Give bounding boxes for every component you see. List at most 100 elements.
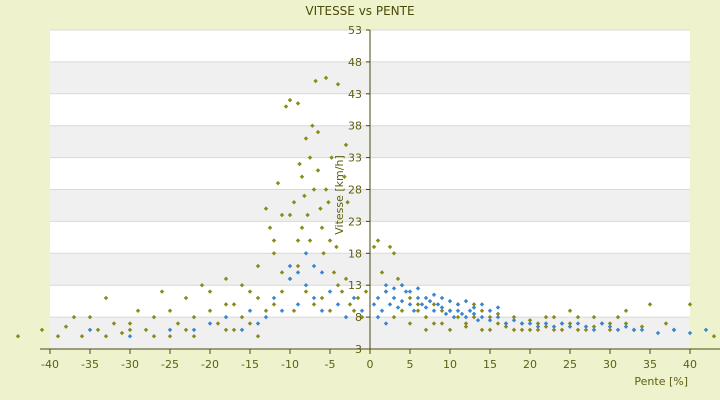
data-point-blue <box>387 302 393 307</box>
y-tick-label: 33 <box>348 152 362 165</box>
x-tick-label: 40 <box>683 358 697 371</box>
data-point-olive <box>15 334 21 339</box>
data-point-olive <box>103 295 109 301</box>
data-point-olive <box>503 324 509 329</box>
data-point-olive <box>295 101 301 106</box>
data-point-blue <box>475 318 481 323</box>
data-point-blue <box>623 324 629 329</box>
data-point-olive <box>339 289 345 294</box>
data-point-olive <box>607 327 613 333</box>
data-point-olive <box>663 321 669 326</box>
data-point-olive <box>199 282 205 288</box>
data-point-olive <box>455 314 461 320</box>
data-point-blue <box>371 302 377 307</box>
data-point-olive <box>321 251 326 256</box>
x-tick-label: -15 <box>241 358 259 371</box>
data-point-olive <box>231 327 237 333</box>
data-point-blue <box>479 302 485 307</box>
data-point-olive <box>167 308 173 313</box>
x-axis-title: Pente [%] <box>634 375 688 388</box>
x-tick-label: -5 <box>325 358 336 371</box>
data-point-olive <box>103 334 109 339</box>
data-point-blue <box>399 282 405 288</box>
data-point-blue <box>431 292 437 297</box>
data-point-blue <box>471 305 477 310</box>
data-point-olive <box>283 104 289 109</box>
data-point-olive <box>151 314 157 320</box>
data-point-olive <box>527 327 533 333</box>
data-point-blue <box>435 302 441 307</box>
data-point-olive <box>311 187 317 192</box>
data-point-olive <box>275 180 281 186</box>
data-point-olive <box>279 212 285 218</box>
y-tick-label: 23 <box>348 215 362 228</box>
data-point-olive <box>39 327 45 333</box>
data-point-blue <box>391 286 397 291</box>
data-point-olive <box>431 321 437 326</box>
y-tick-label: 43 <box>348 88 362 101</box>
data-point-olive <box>207 308 213 313</box>
data-point-blue <box>459 311 465 317</box>
data-point-olive <box>87 314 93 320</box>
data-point-blue <box>383 321 389 326</box>
data-point-blue <box>455 308 461 313</box>
data-point-olive <box>239 282 245 288</box>
data-point-olive <box>191 334 197 339</box>
tick-labels: -40 -35 -30 -25 -20 -15 -10 -5 0 5 10 15 20 25 30 35 40 3… <box>41 24 697 371</box>
data-point-olive <box>279 270 285 275</box>
data-point-blue <box>655 330 661 336</box>
data-point-olive <box>263 308 269 313</box>
data-point-olive <box>295 238 301 243</box>
data-point-olive <box>334 244 339 250</box>
data-point-olive <box>615 314 621 320</box>
data-point-olive <box>519 327 525 333</box>
data-point-blue <box>407 289 413 294</box>
data-point-olive <box>327 238 333 243</box>
data-point-olive <box>215 321 221 326</box>
x-tick-label: 0 <box>367 358 374 371</box>
data-point-olive <box>223 276 229 282</box>
data-point-olive <box>271 302 277 307</box>
data-point-olive <box>511 327 517 333</box>
data-point-blue <box>419 302 425 307</box>
x-tick-label: -35 <box>81 358 99 371</box>
data-point-blue <box>703 327 709 333</box>
data-point-olive <box>191 314 197 320</box>
data-point-blue <box>279 308 285 313</box>
y-tick-label: 3 <box>355 343 362 356</box>
x-tick-label: -40 <box>41 358 59 371</box>
data-point-olive <box>711 334 717 339</box>
x-tick-label: 25 <box>563 358 577 371</box>
data-point-blue <box>467 308 473 313</box>
data-point-blue <box>311 263 317 269</box>
data-point-olive <box>111 321 117 326</box>
data-point-olive <box>313 78 318 84</box>
data-point-olive <box>183 327 189 333</box>
y-axis-title: Vitesse [km/h] <box>333 155 346 235</box>
data-point-blue <box>631 327 637 333</box>
data-point-olive <box>439 308 445 313</box>
data-point-olive <box>299 225 305 231</box>
data-point-blue <box>639 327 645 333</box>
data-point-olive <box>623 308 629 313</box>
data-point-olive <box>343 142 349 148</box>
data-point-olive <box>319 225 325 231</box>
axes <box>40 29 720 354</box>
data-point-olive <box>407 321 413 326</box>
data-point-olive <box>395 276 401 282</box>
data-point-blue <box>403 289 409 294</box>
data-point-olive <box>391 251 397 256</box>
y-tick-label: 38 <box>348 120 362 133</box>
data-point-olive <box>543 314 549 320</box>
data-point-blue <box>567 324 573 329</box>
data-point-olive <box>135 308 141 313</box>
x-tick-label: 15 <box>483 358 497 371</box>
data-point-olive <box>415 308 421 313</box>
data-point-olive <box>297 161 302 167</box>
data-point-olive <box>255 263 261 269</box>
x-tick-label: 5 <box>407 358 414 371</box>
data-point-olive <box>575 314 581 320</box>
data-point-olive <box>559 327 565 333</box>
data-point-blue <box>311 295 317 301</box>
data-point-blue <box>495 305 501 310</box>
